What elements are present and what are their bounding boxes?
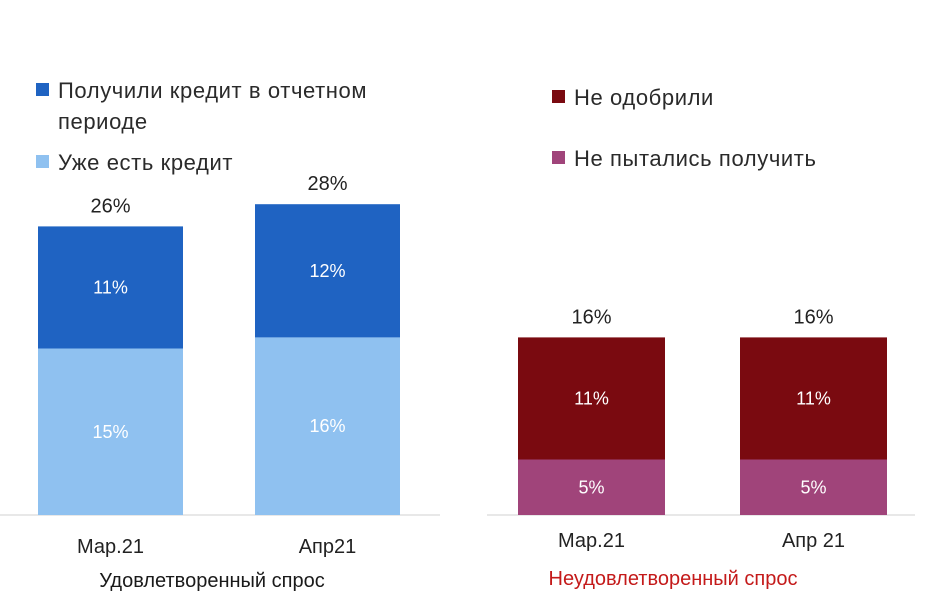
category-label: Мар.21 — [558, 530, 625, 552]
bar-segment — [740, 337, 887, 460]
data-label: 11% — [796, 388, 831, 408]
legend-swatch — [552, 151, 565, 164]
legend-label: Уже есть кредит — [58, 150, 233, 175]
category-label: Апр 21 — [782, 530, 845, 552]
data-label: 5% — [578, 477, 604, 497]
legend-swatch — [36, 83, 49, 96]
bar-segment — [38, 226, 183, 349]
legend-label: периоде — [58, 109, 148, 134]
category-label: Мар.21 — [77, 536, 144, 558]
total-label: 16% — [571, 306, 611, 328]
bar-segment — [38, 348, 183, 515]
data-label: 11% — [93, 277, 128, 297]
data-label: 12% — [309, 261, 345, 281]
bar-segment — [255, 337, 400, 515]
legend-swatch — [552, 90, 565, 103]
chart-title: Неудовлетворенный спрос — [549, 568, 798, 590]
bar-segment — [740, 459, 887, 515]
legend-label: Получили кредит в отчетном — [58, 78, 367, 103]
bar-segment — [255, 204, 400, 338]
category-label: Апр21 — [299, 536, 357, 558]
total-label: 28% — [307, 173, 347, 195]
total-label: 16% — [793, 306, 833, 328]
total-label: 26% — [90, 195, 130, 217]
legend-swatch — [36, 155, 49, 168]
bar-segment — [518, 337, 665, 460]
legend-label: Не пытались получить — [574, 146, 817, 171]
data-label: 11% — [574, 388, 609, 408]
data-label: 15% — [92, 422, 128, 442]
data-label: 16% — [309, 416, 345, 436]
bar-segment — [518, 459, 665, 515]
data-label: 5% — [800, 477, 826, 497]
legend-label: Не одобрили — [574, 85, 714, 110]
chart-title: Удовлетворенный спрос — [99, 570, 324, 592]
